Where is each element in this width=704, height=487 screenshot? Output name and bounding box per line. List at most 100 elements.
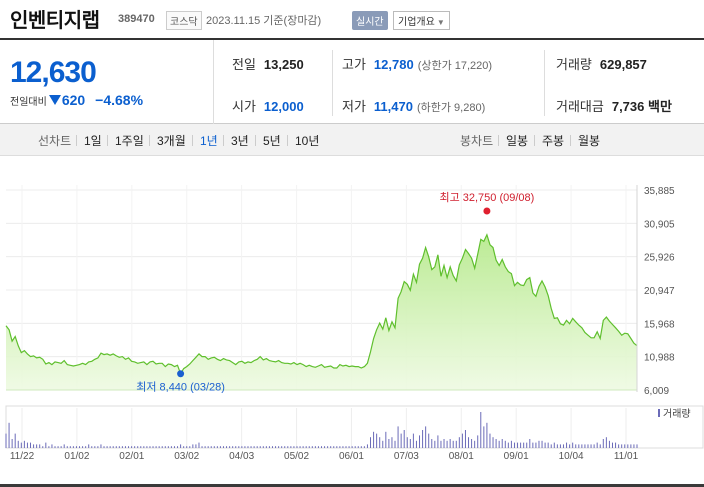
y-tick-label: 15,968 xyxy=(644,319,675,330)
volume-bar xyxy=(403,430,405,448)
candle-weekly[interactable]: 주봉 xyxy=(542,134,565,148)
volume-bar xyxy=(164,446,166,448)
period-3m[interactable]: 3개월 xyxy=(157,134,186,148)
lower-limit: (하한가 9,280) xyxy=(416,102,486,114)
volume-bar xyxy=(238,446,240,448)
low-value: 11,470 xyxy=(373,99,413,114)
volume-bar xyxy=(526,442,528,448)
volume-bar xyxy=(91,446,93,448)
volume-bar xyxy=(602,439,604,448)
max-point xyxy=(483,207,491,215)
volume-bar xyxy=(550,444,552,448)
candle-monthly[interactable]: 월봉 xyxy=(578,134,601,148)
y-tick-label: 6,009 xyxy=(644,386,669,397)
volume-bar xyxy=(345,446,347,448)
volume-bar xyxy=(275,446,277,448)
volume-bar xyxy=(351,446,353,448)
y-tick-label: 25,926 xyxy=(644,253,675,264)
volume-bar xyxy=(299,446,301,448)
realtime-button[interactable]: 실시간 xyxy=(352,11,388,30)
volume-bar xyxy=(94,446,96,448)
volume-bar xyxy=(109,446,111,448)
volume-bar xyxy=(587,444,589,448)
prev-close: 전일 13,250 xyxy=(232,54,304,73)
company-info-button[interactable]: 기업개요 ▼ xyxy=(393,11,450,30)
divider xyxy=(498,135,499,146)
y-tick-label: 10,988 xyxy=(644,353,675,364)
volume-bar xyxy=(425,426,427,448)
volume-bar xyxy=(520,442,522,448)
x-tick-label: 05/02 xyxy=(284,451,309,462)
volume-bar xyxy=(23,440,25,448)
volume-bar xyxy=(477,435,479,448)
divider xyxy=(107,135,108,146)
volume-bar xyxy=(486,422,488,448)
stock-code: 389470 xyxy=(118,13,155,25)
volume-bar xyxy=(293,446,295,448)
volume-bar xyxy=(170,446,172,448)
volume-bar xyxy=(189,446,191,448)
volume-bar xyxy=(219,446,221,448)
volume-bar xyxy=(232,446,234,448)
open-value: 12,000 xyxy=(263,99,304,114)
period-5y[interactable]: 5년 xyxy=(263,134,281,148)
period-1w[interactable]: 1주일 xyxy=(115,134,144,148)
period-10y[interactable]: 10년 xyxy=(295,134,320,148)
volume-bar xyxy=(535,442,537,448)
volume-bar xyxy=(26,442,28,448)
volume-bar xyxy=(324,446,326,448)
volume-bar xyxy=(547,442,549,448)
volume-bar xyxy=(177,446,179,448)
divider xyxy=(534,135,535,146)
volume-bar xyxy=(36,444,38,448)
open-label: 시가 xyxy=(232,99,256,114)
volume-bar xyxy=(370,437,372,448)
volume-bar xyxy=(437,435,439,448)
volume-bar xyxy=(336,446,338,448)
volume-bar xyxy=(618,444,620,448)
volume-bar xyxy=(271,446,273,448)
volume-bar xyxy=(449,439,451,448)
volume-bar xyxy=(590,444,592,448)
volume-bar xyxy=(201,446,203,448)
volume-bar xyxy=(458,437,460,448)
stock-header: 인벤티지랩 389470 코스닥 2023.11.15 기준(장마감) 실시간 … xyxy=(0,0,704,38)
min-label: 최저 8,440 (03/28) xyxy=(136,381,225,394)
volume-bar xyxy=(226,446,228,448)
period-1d[interactable]: 1일 xyxy=(84,134,102,148)
divider xyxy=(255,135,256,146)
volume-bar xyxy=(207,446,209,448)
volume-label: 거래량 xyxy=(556,57,592,72)
volume-bar xyxy=(428,433,430,448)
volume-bar xyxy=(317,446,319,448)
volume-bar xyxy=(180,444,182,448)
volume-bar xyxy=(262,446,264,448)
volume-bar xyxy=(455,440,457,448)
volume-bar xyxy=(342,446,344,448)
volume-bar xyxy=(327,446,329,448)
volume-bar xyxy=(636,444,638,448)
volume-bar xyxy=(152,446,154,448)
period-1y[interactable]: 1년 xyxy=(200,134,218,148)
x-tick-label: 06/01 xyxy=(339,451,364,462)
volume-bar xyxy=(621,444,623,448)
volume-bar xyxy=(14,433,16,448)
volume-bar xyxy=(97,446,99,448)
volume-bar xyxy=(106,446,108,448)
volume-bar xyxy=(308,446,310,448)
volume-bar xyxy=(608,440,610,448)
volume-bar xyxy=(400,433,402,448)
volume-bar xyxy=(5,433,7,448)
volume-bar xyxy=(492,437,494,448)
volume-bar xyxy=(572,442,574,448)
volume-bar xyxy=(464,430,466,448)
amount-label: 거래대금 xyxy=(556,99,604,114)
change-rate: −4.68% xyxy=(95,92,144,108)
volume-bar xyxy=(382,440,384,448)
volume-bar xyxy=(321,446,322,448)
candle-daily[interactable]: 일봉 xyxy=(506,134,529,148)
min-point xyxy=(177,370,185,378)
volume-bar xyxy=(265,446,267,448)
period-3y[interactable]: 3년 xyxy=(231,134,249,148)
volume-bar xyxy=(268,446,270,448)
